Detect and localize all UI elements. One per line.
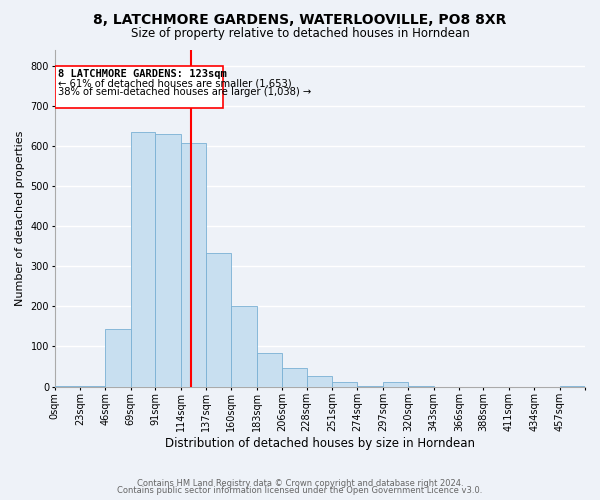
X-axis label: Distribution of detached houses by size in Horndean: Distribution of detached houses by size … xyxy=(165,437,475,450)
Bar xyxy=(155,134,181,386)
Text: 38% of semi-detached houses are larger (1,038) →: 38% of semi-detached houses are larger (… xyxy=(58,87,312,97)
Text: ← 61% of detached houses are smaller (1,653): ← 61% of detached houses are smaller (1,… xyxy=(58,78,292,88)
Bar xyxy=(257,353,282,386)
Text: Contains HM Land Registry data © Crown copyright and database right 2024.: Contains HM Land Registry data © Crown c… xyxy=(137,478,463,488)
Text: 8 LATCHMORE GARDENS: 123sqm: 8 LATCHMORE GARDENS: 123sqm xyxy=(58,69,227,79)
Bar xyxy=(383,382,408,386)
Bar xyxy=(131,132,155,386)
Bar xyxy=(282,368,307,386)
Text: 8, LATCHMORE GARDENS, WATERLOOVILLE, PO8 8XR: 8, LATCHMORE GARDENS, WATERLOOVILLE, PO8… xyxy=(94,12,506,26)
Bar xyxy=(181,143,206,386)
Text: Size of property relative to detached houses in Horndean: Size of property relative to detached ho… xyxy=(131,28,469,40)
Bar xyxy=(106,329,131,386)
Bar xyxy=(232,306,257,386)
Bar xyxy=(332,382,358,386)
Bar xyxy=(206,253,232,386)
Text: Contains public sector information licensed under the Open Government Licence v3: Contains public sector information licen… xyxy=(118,486,482,495)
Bar xyxy=(307,376,332,386)
Y-axis label: Number of detached properties: Number of detached properties xyxy=(15,130,25,306)
FancyBboxPatch shape xyxy=(55,66,223,108)
